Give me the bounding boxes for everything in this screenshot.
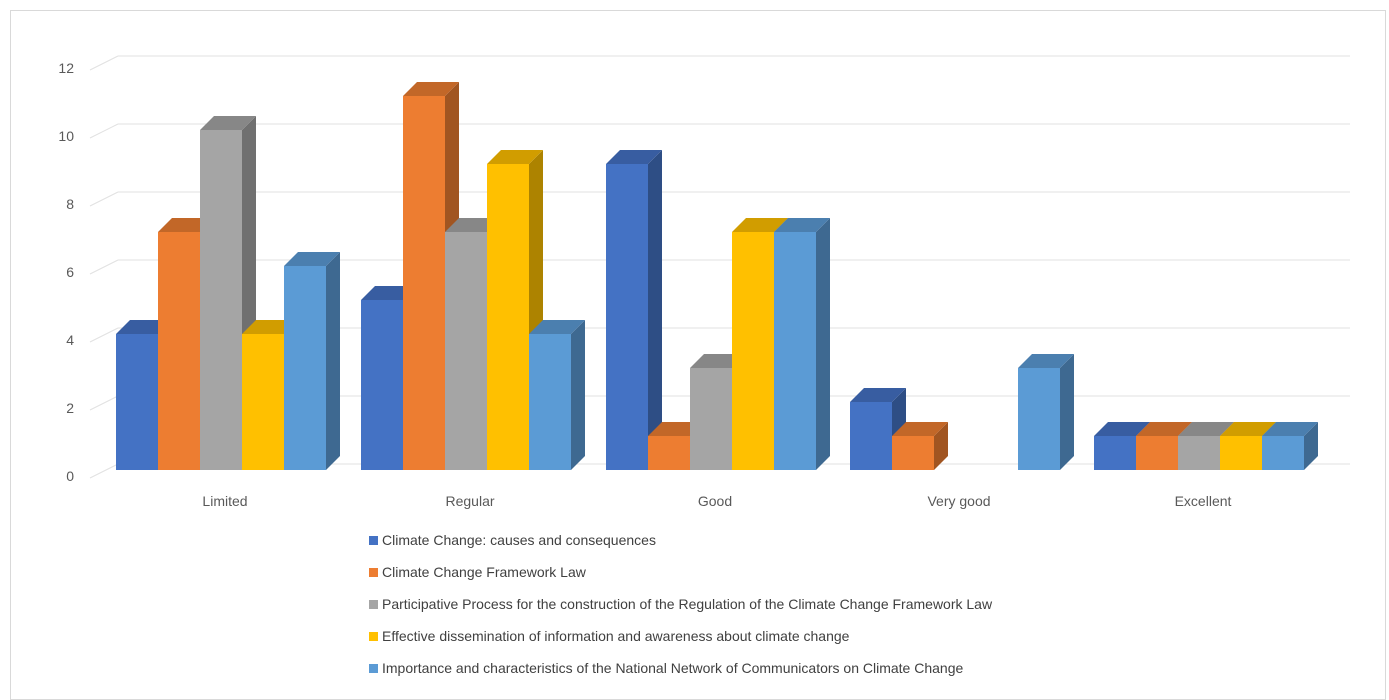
bar-top (1136, 422, 1192, 436)
gridline-depth (89, 55, 119, 71)
bar-front (1262, 436, 1304, 470)
bar-side (1304, 422, 1318, 470)
bar-front (690, 368, 732, 470)
bar-front (732, 232, 774, 470)
bar-front (242, 334, 284, 470)
bar-front (1136, 436, 1178, 470)
bar-side (1060, 354, 1074, 470)
legend: Climate Change: causes and consequences C… (369, 532, 993, 676)
bar-front (850, 402, 892, 470)
bar-top (1178, 422, 1234, 436)
bar (200, 116, 256, 470)
legend-item: Importance and characteristics of the Na… (369, 660, 963, 676)
legend-swatch (369, 664, 378, 673)
bar-top (1094, 422, 1150, 436)
bar-front (158, 232, 200, 470)
gridline-depth (89, 327, 119, 343)
bar-front (1220, 436, 1262, 470)
x-category-label: Very good (927, 493, 990, 509)
legend-label: Effective dissemination of information a… (382, 628, 850, 644)
bar-front (648, 436, 690, 470)
x-category-label: Limited (202, 493, 247, 509)
bar (606, 150, 662, 470)
bar (284, 252, 340, 470)
legend-item: Effective dissemination of information a… (369, 628, 850, 644)
bar-top (1220, 422, 1276, 436)
bar-side (816, 218, 830, 470)
legend-label: Participative Process for the constructi… (382, 596, 993, 612)
y-tick-label: 2 (66, 400, 74, 416)
x-category-label: Good (698, 493, 732, 509)
bar-top (284, 252, 340, 266)
y-tick-label: 10 (58, 128, 74, 144)
bar-front (774, 232, 816, 470)
bar-top (1018, 354, 1074, 368)
bars (116, 82, 1318, 470)
x-axis-labels: Limited Regular Good Very good Excellent (202, 493, 1231, 509)
bar-front (606, 164, 648, 470)
legend-label: Climate Change Framework Law (382, 564, 587, 580)
bar-side (648, 150, 662, 470)
bar (892, 422, 948, 470)
bar-front (200, 130, 242, 470)
bar-side (326, 252, 340, 470)
bar-top (606, 150, 662, 164)
y-tick-label: 4 (66, 332, 74, 348)
bar-chart: 0 2 4 6 8 10 12 Limited Regular Good Very good Exc… (58, 55, 1350, 676)
bar-top (200, 116, 256, 130)
bar-front (1018, 368, 1060, 470)
legend-item: Participative Process for the constructi… (369, 596, 993, 612)
bar-front (361, 300, 403, 470)
bar (774, 218, 830, 470)
bar-front (892, 436, 934, 470)
y-axis-ticks: 0 2 4 6 8 10 12 (58, 60, 74, 484)
bar (529, 320, 585, 470)
bar-front (445, 232, 487, 470)
legend-swatch (369, 568, 378, 577)
legend-swatch (369, 632, 378, 641)
gridline-depth (89, 395, 119, 411)
bar-front (403, 96, 445, 470)
legend-label: Importance and characteristics of the Na… (382, 660, 963, 676)
legend-swatch (369, 600, 378, 609)
bar-front (1094, 436, 1136, 470)
legend-item: Climate Change Framework Law (369, 564, 587, 580)
x-category-label: Excellent (1175, 493, 1232, 509)
bar-top (732, 218, 788, 232)
bar (1262, 422, 1318, 470)
gridline-depth (89, 191, 119, 207)
gridline-depth (89, 259, 119, 275)
y-tick-label: 12 (58, 60, 74, 76)
gridline-depth (89, 123, 119, 139)
bar-front (487, 164, 529, 470)
y-tick-label: 6 (66, 264, 74, 280)
legend-swatch (369, 536, 378, 545)
bar-front (529, 334, 571, 470)
bar-side (934, 422, 948, 470)
bar-front (1178, 436, 1220, 470)
bar-top (1262, 422, 1318, 436)
legend-item: Climate Change: causes and consequences (369, 532, 656, 548)
bar-top (403, 82, 459, 96)
gridline-depth (89, 463, 119, 479)
y-tick-label: 0 (66, 468, 74, 484)
x-category-label: Regular (445, 493, 494, 509)
bar-top (892, 422, 948, 436)
legend-label: Climate Change: causes and consequences (382, 532, 656, 548)
y-tick-label: 8 (66, 196, 74, 212)
bar-front (116, 334, 158, 470)
bar (1018, 354, 1074, 470)
bar-top (850, 388, 906, 402)
bar-side (571, 320, 585, 470)
bar-top (529, 320, 585, 334)
bar-front (284, 266, 326, 470)
bar-top (774, 218, 830, 232)
bar-top (487, 150, 543, 164)
